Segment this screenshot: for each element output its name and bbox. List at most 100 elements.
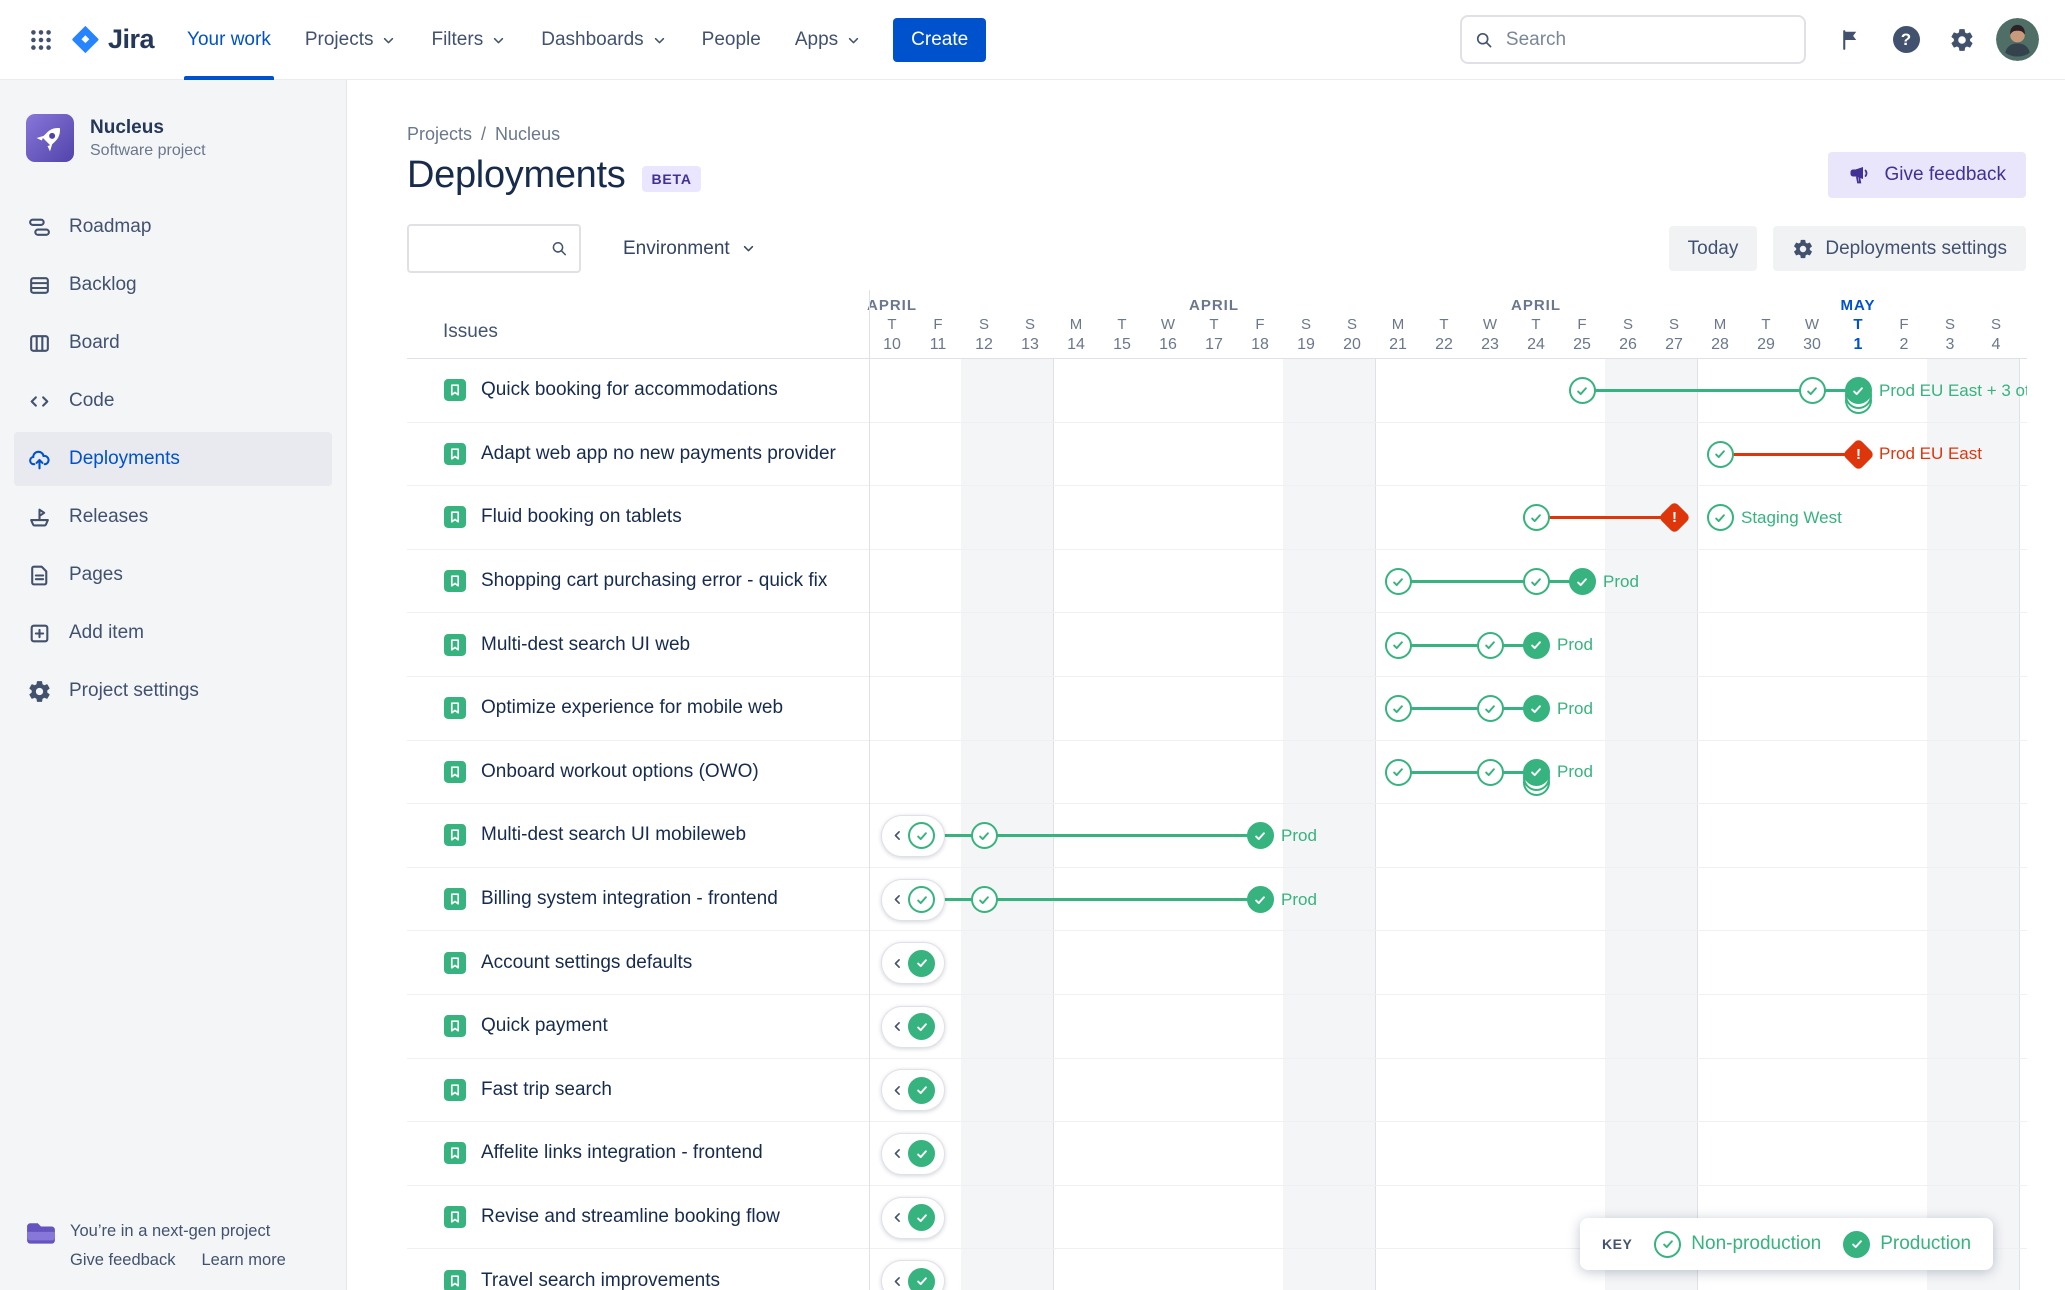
issue-row[interactable]: Billing system integration - frontend (407, 868, 869, 931)
timeline-header: Issues APRIL APRIL APRIL MAY T 10 F 11 S 12 S 13 M 14… (407, 290, 2027, 359)
user-avatar[interactable] (1996, 18, 2039, 61)
notifications-button[interactable] (1828, 18, 1872, 62)
environment-dropdown[interactable]: Environment (617, 237, 763, 261)
collapsed-deployments-pill[interactable] (881, 878, 945, 921)
issue-row[interactable]: Onboard workout options (OWO) (407, 741, 869, 804)
sidebar-item-releases[interactable]: Releases (14, 490, 332, 544)
topnav-item-projects[interactable]: Projects (288, 0, 415, 80)
day-column-header: T 22 (1435, 316, 1453, 353)
legend-non-production: Non-production (1654, 1230, 1821, 1258)
non-production-check-marker[interactable] (1568, 377, 1596, 405)
topnav-item-label: People (701, 28, 761, 50)
production-check-marker[interactable] (1522, 695, 1550, 723)
sidebar-give-feedback-link[interactable]: Give feedback (70, 1251, 176, 1269)
sidebar-item-roadmap[interactable]: Roadmap (14, 200, 332, 254)
non-production-check-marker[interactable] (1384, 568, 1412, 596)
issue-row[interactable]: Account settings defaults (407, 931, 869, 994)
issue-row[interactable]: Adapt web app no new payments provider (407, 423, 869, 486)
jira-logo[interactable]: Jira (70, 24, 155, 55)
give-feedback-button[interactable]: Give feedback (1827, 152, 2026, 198)
collapsed-deployments-pill[interactable] (881, 942, 945, 985)
non-production-check-marker[interactable] (1384, 758, 1412, 786)
today-button[interactable]: Today (1668, 226, 1758, 271)
deployments-settings-button[interactable]: Deployments settings (1773, 226, 2026, 271)
non-production-check-marker[interactable] (1706, 440, 1734, 468)
sidebar-item-backlog[interactable]: Backlog (14, 258, 332, 312)
non-production-icon (1654, 1230, 1682, 1258)
issue-row[interactable]: Fast trip search (407, 1059, 869, 1122)
non-production-check-marker[interactable] (1706, 504, 1734, 532)
issue-row[interactable]: Affelite links integration - frontend (407, 1122, 869, 1185)
non-production-check-marker[interactable] (970, 886, 998, 914)
grid-icon (31, 29, 51, 50)
collapsed-deployments-pill[interactable] (881, 1005, 945, 1048)
sidebar-item-pages[interactable]: Pages (14, 548, 332, 602)
non-production-check-marker[interactable] (1522, 504, 1550, 532)
issue-row[interactable]: Revise and streamline booking flow (407, 1186, 869, 1249)
day-column-header: M 14 (1067, 316, 1085, 353)
production-check-marker[interactable] (1568, 568, 1596, 596)
settings-button[interactable] (1940, 18, 1984, 62)
issue-row[interactable]: Optimize experience for mobile web (407, 677, 869, 740)
timeline-row: Onboard workout options (OWO) Prod (407, 741, 2027, 805)
topnav-item-your-work[interactable]: Your work (170, 0, 288, 80)
topnav-item-people[interactable]: People (685, 0, 778, 80)
create-button[interactable]: Create (893, 17, 987, 62)
help-button[interactable]: ? (1884, 18, 1928, 62)
issue-row[interactable]: Multi-dest search UI web (407, 613, 869, 676)
project-header[interactable]: Nucleus Software project (14, 114, 332, 162)
code-icon (26, 389, 52, 414)
sidebar-item-project-settings[interactable]: Project settings (14, 664, 332, 718)
topnav-item-dashboards[interactable]: Dashboards (524, 0, 684, 80)
issue-row[interactable]: Travel search improvements (407, 1249, 869, 1290)
deployment-failed-marker[interactable]: ! (1657, 501, 1691, 535)
issues-column-divider[interactable] (869, 290, 870, 1290)
story-issue-icon (444, 824, 466, 847)
issue-row[interactable]: Quick booking for accommodations (407, 359, 869, 422)
issue-row[interactable]: Quick payment (407, 995, 869, 1058)
sidebar-item-add-item[interactable]: Add item (14, 606, 332, 660)
production-check-marker[interactable] (1246, 822, 1274, 850)
non-production-check-marker[interactable] (1522, 568, 1550, 596)
topnav-item-apps[interactable]: Apps (778, 0, 879, 80)
deployment-failed-marker[interactable]: ! (1841, 438, 1875, 471)
filter-search[interactable] (407, 224, 581, 273)
story-issue-icon (444, 570, 466, 593)
collapsed-deployments-pill[interactable] (881, 1132, 945, 1175)
non-production-check-marker[interactable] (1476, 631, 1504, 659)
non-production-check-marker[interactable] (1384, 631, 1412, 659)
global-search-input[interactable] (1503, 27, 1792, 52)
collapsed-deployments-pill[interactable] (881, 1196, 945, 1239)
weekend-shade (1329, 359, 1375, 1290)
non-production-check-marker[interactable] (1476, 758, 1504, 786)
production-check-marker[interactable] (1522, 631, 1550, 659)
production-check-marker[interactable] (1522, 758, 1550, 786)
filter-search-input[interactable] (421, 237, 550, 260)
sidebar-item-board[interactable]: Board (14, 316, 332, 370)
sidebar-item-label: Roadmap (69, 216, 152, 237)
non-production-check-marker[interactable] (1476, 695, 1504, 723)
sidebar-item-deployments[interactable]: Deployments (14, 432, 332, 486)
collapsed-deployments-pill[interactable] (881, 1260, 945, 1290)
breadcrumb-nucleus[interactable]: Nucleus (495, 124, 561, 144)
board-icon (26, 331, 52, 356)
chevron-left-icon (894, 958, 900, 968)
non-production-check-marker[interactable] (1384, 695, 1412, 723)
topnav-item-filters[interactable]: Filters (414, 0, 524, 80)
global-search[interactable] (1460, 15, 1806, 64)
collapsed-deployments-pill[interactable] (881, 814, 945, 857)
issue-row[interactable]: Multi-dest search UI mobileweb (407, 804, 869, 867)
production-check-marker[interactable] (1246, 886, 1274, 914)
chevron-down-icon (654, 37, 664, 44)
gear-icon (26, 679, 52, 704)
non-production-check-marker[interactable] (970, 822, 998, 850)
issue-row[interactable]: Shopping cart purchasing error - quick f… (407, 550, 869, 613)
breadcrumb-projects[interactable]: Projects (407, 124, 473, 144)
production-check-marker[interactable] (1844, 377, 1872, 405)
collapsed-deployments-pill[interactable] (881, 1069, 945, 1112)
non-production-check-marker[interactable] (1798, 377, 1826, 405)
issue-row[interactable]: Fluid booking on tablets (407, 486, 869, 549)
sidebar-item-code[interactable]: Code (14, 374, 332, 428)
sidebar-learn-more-link[interactable]: Learn more (201, 1251, 286, 1269)
app-switcher-button[interactable] (18, 17, 64, 63)
